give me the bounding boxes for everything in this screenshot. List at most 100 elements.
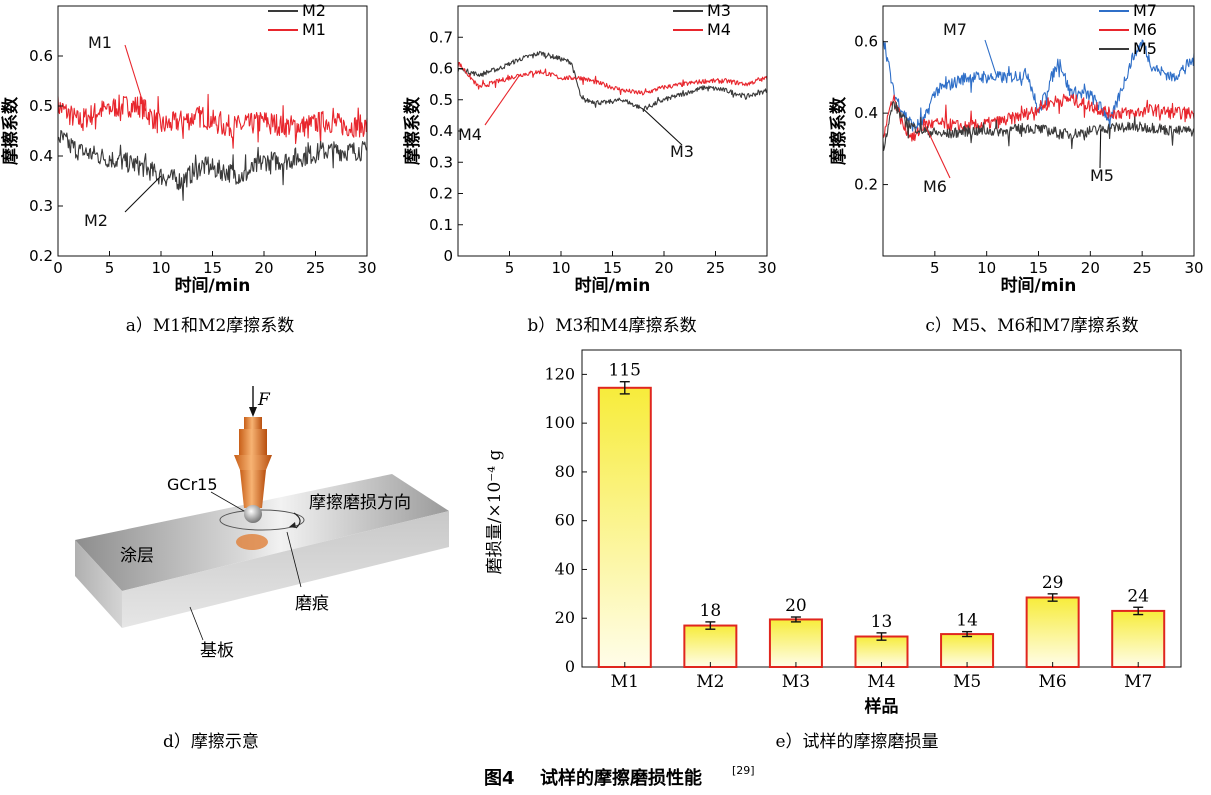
panel-d: F GCr15 摩擦磨损方向 涂层 磨痕 基板 d）摩擦示意 — [75, 386, 449, 752]
figure-caption-label: 图4 — [484, 768, 515, 789]
annotation-leader-m7 — [984, 39, 998, 78]
y-tick-label: 0 — [565, 657, 575, 676]
data-label-m6: 29 — [1042, 573, 1064, 593]
bar-m2 — [683, 624, 738, 668]
slab-front-face — [122, 511, 449, 628]
legend-entry-m2: M2 — [302, 1, 326, 20]
y-tick-label: 0.4 — [854, 104, 878, 122]
bar-m3 — [768, 618, 823, 669]
bar-m6 — [1025, 596, 1080, 668]
slab-left-face — [75, 540, 122, 628]
x-tick-label: 10 — [551, 259, 570, 277]
series-m4-line — [457, 61, 768, 96]
pin-top — [244, 417, 262, 429]
series-m5-line — [882, 101, 1195, 151]
substrate-label: 基板 — [200, 641, 234, 661]
x-tick-label: 20 — [654, 259, 673, 277]
plot-frame — [457, 5, 768, 257]
figure-caption: 图4 试样的摩擦磨损性能 [29] — [484, 764, 755, 789]
series-m1-line — [57, 93, 368, 149]
x-axis-label: 时间/min — [175, 275, 251, 296]
direction-label: 摩擦磨损方向 — [309, 493, 411, 513]
y-tick-label: 0.2 — [854, 176, 878, 194]
x-tick-label: M1 — [611, 672, 639, 692]
chart-e-plot: 0 20 40 60 80 100 120 115 M1 18 M2 20 M3 13 M4 14 M5 29 M6… — [485, 349, 1182, 717]
data-label-m1: 115 — [609, 361, 641, 381]
annotation-label-m3: M3 — [670, 142, 694, 161]
track-label: 磨痕 — [295, 594, 329, 614]
annotation-leader-m3 — [643, 108, 683, 146]
annotation-label-m6: M6 — [923, 177, 947, 196]
panel-b: 5 10 15 20 25 30 0 0.1 0.2 0.3 0.4 0.5 0.6 0.7 时间/min 摩… — [402, 1, 777, 336]
y-tick-label: 0.4 — [29, 147, 53, 165]
x-tick-label: 20 — [254, 259, 273, 277]
panel-e-caption: e）试样的摩擦磨损量 — [775, 732, 938, 752]
x-tick-label: 10 — [977, 259, 996, 277]
direction-arrow — [293, 512, 301, 529]
y-tick-label: 40 — [555, 559, 575, 578]
y-tick-label: 0.4 — [429, 122, 453, 140]
x-tick-label: M3 — [782, 672, 810, 692]
pin-collar — [234, 455, 272, 470]
x-tick-label: 0 — [53, 259, 63, 277]
x-tick-label: M5 — [953, 672, 981, 692]
coating-label: 涂层 — [120, 546, 154, 566]
pin-holder — [240, 470, 266, 508]
y-axis-label: 摩擦系数 — [402, 96, 423, 165]
y-axis-label: 摩擦系数 — [0, 96, 21, 165]
wear-track-circle — [219, 509, 305, 531]
y-tick-label: 0.3 — [29, 197, 53, 215]
force-arrow-head — [249, 407, 257, 417]
y-tick-label: 80 — [555, 462, 575, 481]
panel-c-caption: c）M5、M6和M7摩擦系数 — [925, 316, 1138, 336]
x-axis-label: 样品 — [865, 696, 899, 717]
x-tick-label: 25 — [306, 259, 325, 277]
x-tick-label: M6 — [1039, 672, 1067, 692]
x-tick-label: 30 — [757, 259, 776, 277]
annotation-leader-m1 — [124, 44, 147, 112]
chart-a-plot: 0 5 10 15 20 25 300.20.30.40.50.6时间/min摩擦系数M2M… — [0, 1, 377, 296]
x-tick-label: M7 — [1124, 672, 1152, 692]
y-axis-label: 磨损量/×10⁻⁴ g — [485, 450, 505, 575]
bar-m1 — [597, 386, 652, 668]
x-tick-label: M4 — [867, 672, 895, 692]
y-tick-label: 0.6 — [429, 60, 453, 78]
figure-caption-ref: [29] — [732, 764, 755, 777]
legend-entry-m5: M5 — [1133, 39, 1157, 58]
pin-tester — [234, 386, 272, 523]
y-axis-label: 摩擦系数 — [828, 96, 849, 165]
y-tick-label: 120 — [544, 364, 575, 383]
substrate-leader — [189, 606, 204, 641]
bar-m7 — [1111, 609, 1166, 669]
bar-m5 — [940, 633, 995, 668]
annotation-label-m4: M4 — [458, 125, 482, 144]
y-tick-label: 20 — [555, 608, 575, 627]
x-tick-label: 15 — [1029, 259, 1048, 277]
x-tick-label: 15 — [203, 259, 222, 277]
direction-arrow-head — [289, 522, 296, 528]
x-tick-label: 5 — [930, 259, 940, 277]
annotation-label-m5: M5 — [1090, 166, 1114, 185]
ball-leader — [210, 491, 245, 512]
y-tick-label: 0.2 — [29, 247, 53, 265]
panel-d-caption: d）摩擦示意 — [163, 732, 259, 752]
data-label-m3: 20 — [785, 596, 807, 616]
x-axis-label: 时间/min — [1001, 275, 1077, 296]
x-tick-label: 5 — [105, 259, 115, 277]
x-tick-label: 25 — [706, 259, 725, 277]
y-tick-label: 60 — [555, 511, 575, 530]
gcr15-ball — [244, 505, 262, 523]
panel-e: 0 20 40 60 80 100 120 115 M1 18 M2 20 M3 13 M4 14 M5 29 M6… — [485, 349, 1182, 752]
pin-body — [239, 429, 267, 455]
series-m6-line — [882, 93, 1195, 142]
legend-entry-m3: M3 — [707, 1, 731, 20]
y-tick-label: 0.5 — [429, 91, 453, 109]
annotation-leader-m4 — [484, 74, 521, 126]
legend-entry-m6: M6 — [1133, 20, 1157, 39]
panel-b-caption: b）M3和M4摩擦系数 — [527, 316, 696, 336]
x-tick-label: 25 — [1133, 259, 1152, 277]
y-tick-label: 0.6 — [29, 47, 53, 65]
coating-surface — [75, 474, 449, 591]
track-leader — [286, 531, 302, 588]
